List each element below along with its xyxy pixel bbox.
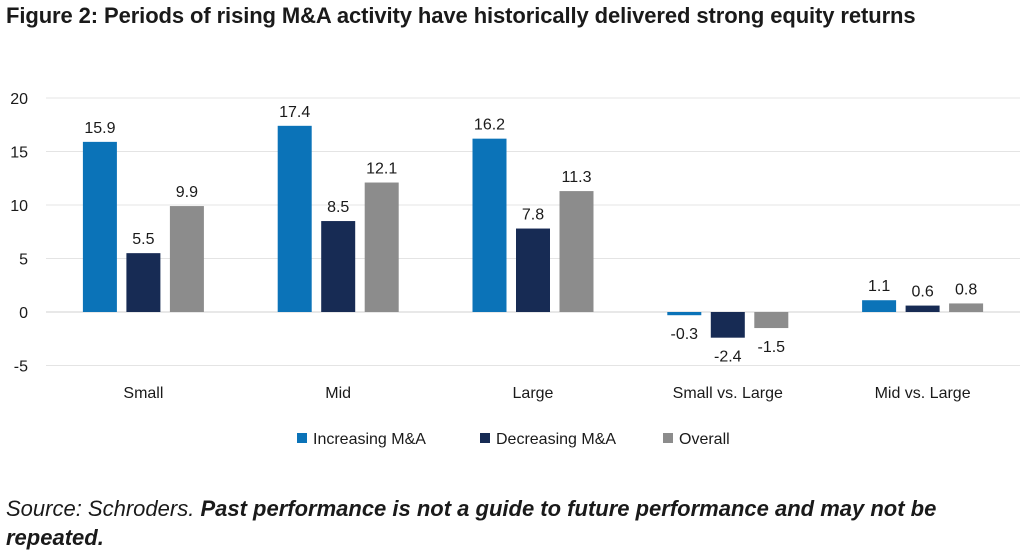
legend-swatch — [663, 433, 673, 443]
bar — [472, 138, 507, 312]
x-tick-label: Mid — [325, 385, 351, 402]
data-label: 0.6 — [911, 284, 933, 301]
bar — [667, 312, 702, 316]
bar — [710, 312, 745, 338]
y-tick-label: 20 — [10, 91, 28, 108]
data-label: -1.5 — [758, 339, 786, 356]
source-note: Source: Schroders. Past performance is n… — [6, 494, 1006, 552]
data-label: -0.3 — [671, 326, 699, 343]
legend-label: Overall — [679, 431, 730, 448]
x-tick-label: Small — [123, 385, 163, 402]
bar — [559, 191, 594, 312]
bar — [82, 141, 117, 312]
y-tick-label: 15 — [10, 145, 28, 162]
bar — [126, 253, 161, 312]
data-label: 15.9 — [84, 120, 115, 137]
y-tick-label: 0 — [19, 305, 28, 322]
bar — [862, 300, 897, 312]
data-label: 1.1 — [868, 278, 890, 295]
legend-label: Decreasing M&A — [496, 431, 616, 448]
data-label: 17.4 — [279, 104, 310, 121]
data-label: 9.9 — [176, 184, 198, 201]
bar-chart: 20 15 10 5 0 -5 15.9 5.5 9.9 Small 17.4 8.5 12.1 Mid 1… — [10, 91, 1020, 448]
legend-label: Increasing M&A — [313, 431, 426, 448]
source-prefix: Source: Schroders. — [6, 496, 201, 521]
legend-swatch — [480, 433, 490, 443]
data-label: 7.8 — [522, 207, 544, 224]
x-tick-label: Mid vs. Large — [875, 385, 971, 402]
data-label: 5.5 — [132, 231, 154, 248]
y-tick-label: -5 — [14, 359, 28, 376]
data-label: -2.4 — [714, 349, 742, 366]
bar — [949, 303, 984, 312]
x-tick-label: Small vs. Large — [673, 385, 783, 402]
disclaimer: Past performance is not a guide to futur… — [6, 496, 937, 550]
data-label: 11.3 — [562, 169, 592, 186]
y-tick-label: 5 — [19, 252, 28, 269]
data-label: 16.2 — [474, 117, 505, 134]
bar — [516, 228, 550, 312]
bar — [277, 125, 312, 312]
chart-title: Figure 2: Periods of rising M&A activity… — [6, 3, 916, 28]
bar — [905, 305, 940, 312]
bar — [321, 221, 356, 312]
legend-swatch — [297, 433, 307, 443]
data-label: 8.5 — [327, 199, 349, 216]
data-label: 0.8 — [955, 281, 977, 298]
data-label: 12.1 — [366, 161, 397, 178]
bar — [754, 312, 789, 329]
bar — [169, 206, 204, 312]
bar — [364, 182, 399, 312]
y-tick-label: 10 — [10, 198, 28, 215]
x-tick-label: Large — [513, 385, 554, 402]
